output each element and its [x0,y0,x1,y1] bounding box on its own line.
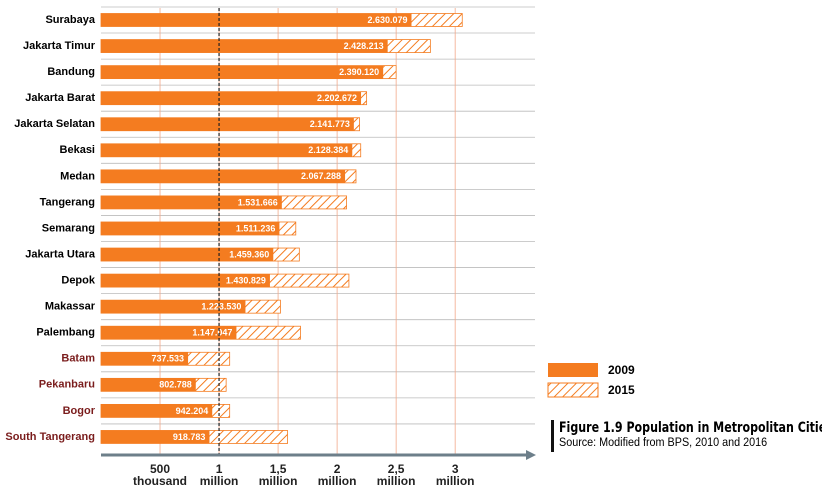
chart-subtitle: Source: Modified from BPS, 2010 and 2016 [559,437,767,450]
legend-label: 2015 [608,383,635,397]
bar-2009 [101,39,388,53]
value-label: 2.630.079 [367,15,407,25]
category-label: Jakarta Timur [23,40,96,52]
bar-2009 [101,300,246,314]
category-label: Bogor [63,405,96,417]
bar-2009 [101,169,346,183]
value-label: 1.531.666 [238,197,278,207]
value-label: 1.511.236 [236,223,276,233]
category-label: Bekasi [60,144,95,156]
bar-2009 [101,248,274,262]
value-label: 1.223.530 [201,302,241,312]
value-label: 2.128.384 [308,145,348,155]
category-label: Medan [60,170,95,182]
bar-2009 [101,352,189,366]
legend-swatch [548,363,598,377]
chart-title: Figure 1.9 Population in Metropolitan Ci… [559,421,822,437]
bar-2009 [101,404,213,418]
value-label: 1.147.047 [192,328,232,338]
category-label: Tangerang [40,196,95,208]
category-label: Makassar [45,301,96,313]
category-label: Depok [61,275,96,287]
category-label: South Tangerang [5,431,95,443]
x-tick-label: 2 million [318,462,357,486]
category-label: Batam [61,353,95,365]
x-tick-label: 500 thousand [133,462,187,486]
value-label: 2.202.672 [317,93,357,103]
bar-2009 [101,195,282,209]
value-label: 2.141.773 [310,119,350,129]
bar-2009 [101,378,196,392]
title-bar [551,420,554,452]
value-label: 2.428.213 [344,41,384,51]
category-label: Palembang [36,327,95,339]
bar-2009 [101,274,270,288]
value-label: 942.204 [176,406,209,416]
x-tick-label: 2,5 million [377,462,416,486]
category-label: Jakarta Selatan [14,118,95,130]
bar-2009 [101,117,354,131]
value-label: 1.459.360 [229,249,269,259]
bar-2009 [101,13,412,27]
category-label: Bandung [47,66,95,78]
value-label: 802.788 [159,380,192,390]
value-label: 737.533 [152,354,185,364]
category-label: Jakarta Utara [25,248,96,260]
category-label: Semarang [42,222,95,234]
x-tick-label: 1 million [200,462,239,486]
bar-2009 [101,65,384,79]
bar-2009 [101,143,353,157]
category-label: Surabaya [45,14,95,26]
x-axis-arrow [526,450,536,460]
value-label: 918.783 [173,432,206,442]
category-label: Pekanbaru [39,379,95,391]
value-label: 2.390.120 [339,67,379,77]
value-label: 1.430.829 [226,275,266,285]
x-tick-label: 1,5 million [259,462,298,486]
bar-2009 [101,326,237,340]
value-label: 2.067.288 [301,171,341,181]
bar-2009 [101,91,362,105]
bar-2009 [101,430,210,444]
bar-2009 [101,221,280,235]
legend-swatch [547,382,599,398]
x-tick-label: 3 million [436,462,475,486]
category-label: Jakarta Barat [25,92,95,104]
legend-label: 2009 [608,363,635,377]
